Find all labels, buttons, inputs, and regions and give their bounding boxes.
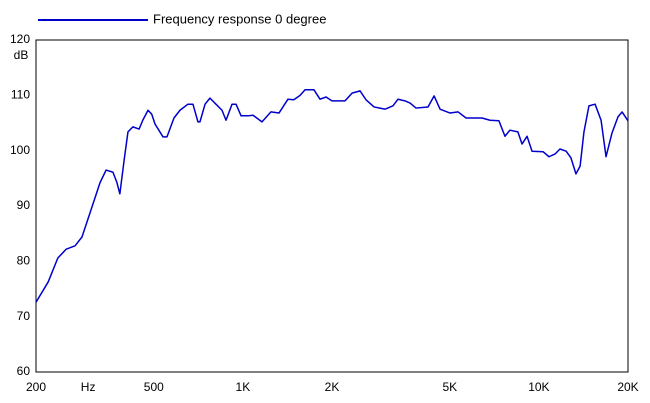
y-tick-label: 100 (10, 143, 30, 157)
y-tick-label: 110 (11, 88, 30, 102)
y-tick-label: 60 (17, 364, 31, 378)
x-tick-label: 500 (144, 380, 164, 394)
response-line (35, 89, 629, 303)
y-tick-label: 70 (17, 309, 31, 323)
x-tick-label: Hz (81, 380, 96, 394)
x-tick-label: 200 (26, 380, 46, 394)
y-tick-label: 90 (17, 198, 31, 212)
x-tick-label: 2K (325, 380, 340, 394)
y-axis-label: dB (14, 48, 29, 62)
x-tick-label: 10K (528, 380, 549, 394)
y-tick-label: 80 (17, 254, 31, 268)
x-tick-label: 1K (236, 380, 251, 394)
x-tick-label: 5K (442, 380, 457, 394)
plot-frame (35, 39, 629, 373)
x-tick-label: 20K (617, 380, 638, 394)
legend-label: Frequency response 0 degree (153, 11, 326, 26)
y-tick-label: 120 (10, 32, 30, 46)
